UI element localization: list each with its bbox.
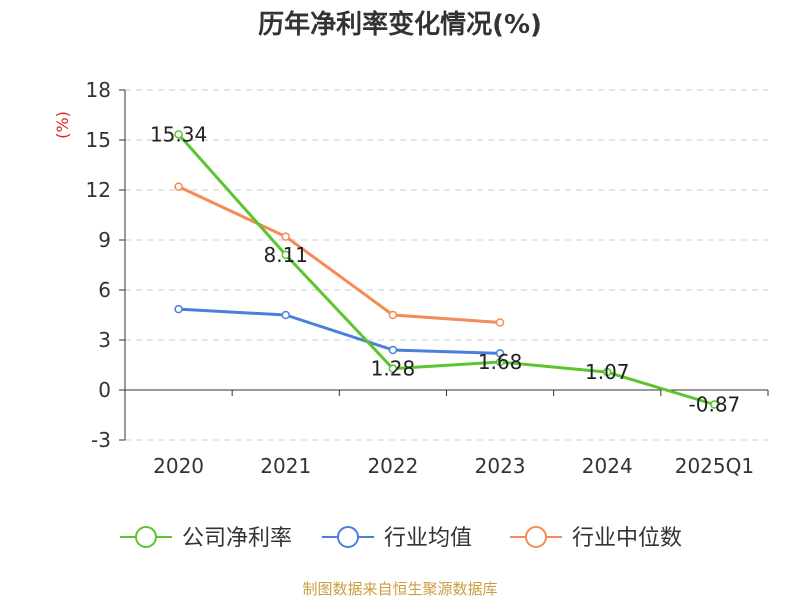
y-tick-label: 3 [98,328,111,352]
data-point [281,232,290,241]
x-tick-label: 2024 [582,454,633,478]
x-tick-label: 2023 [475,454,526,478]
data-point [603,367,612,377]
legend-item-label: 行业中位数 [572,526,682,551]
grid-lines [125,89,768,441]
legend-item-label: 公司净利率 [182,526,292,551]
data-label: 1.68 [478,350,523,374]
data-label: 8.11 [263,243,308,267]
legend-marker [525,526,547,548]
series-line [177,133,715,406]
data-point [495,357,505,367]
series-lines [174,130,719,409]
legend-marker [135,526,157,548]
x-tick-label: 2022 [367,454,418,478]
data-point [710,400,719,409]
data-point [174,304,183,314]
y-tick-label: 0 [98,378,111,402]
data-point [388,364,398,373]
x-tick-label: 2021 [260,454,311,478]
data-label: 15.34 [150,122,207,146]
data-labels: 15.34 8.11 1.28 1.68 1.07 -0.87 [150,122,740,416]
legend: 公司净利率 行业均值 行业中位数 [120,526,682,551]
y-tick-label: 9 [98,228,111,252]
data-point [281,310,290,320]
data-point [174,130,183,139]
data-label: 1.07 [585,360,630,384]
y-tick-label: -3 [91,428,111,452]
data-point [388,310,398,320]
series-line [178,307,501,355]
chart-title: 历年净利率变化情况(%) [258,10,542,40]
data-label: 1.28 [371,357,416,381]
y-tick-label: 18 [86,78,111,102]
data-point [495,318,505,327]
data-label: -0.87 [689,393,741,417]
data-point [174,182,183,191]
source-note: 制图数据来自恒生聚源数据库 [302,580,498,598]
y-tick-label: 6 [98,278,111,302]
axes: -3 0 3 6 9 12 15 18 2020 2021 2022 2023 2024 2025Q1 (%… [53,78,769,478]
x-tick-label: 2025Q1 [675,454,754,478]
data-point [388,345,398,355]
y-tick-label: 12 [86,178,111,202]
data-point [281,250,290,260]
series-line [177,185,501,324]
legend-item-label: 行业均值 [384,526,472,551]
y-tick-label: 15 [86,128,111,152]
x-tick-label: 2020 [153,454,204,478]
legend-marker [337,526,359,548]
y-axis-label: (%) [53,111,72,139]
data-point [495,349,505,358]
